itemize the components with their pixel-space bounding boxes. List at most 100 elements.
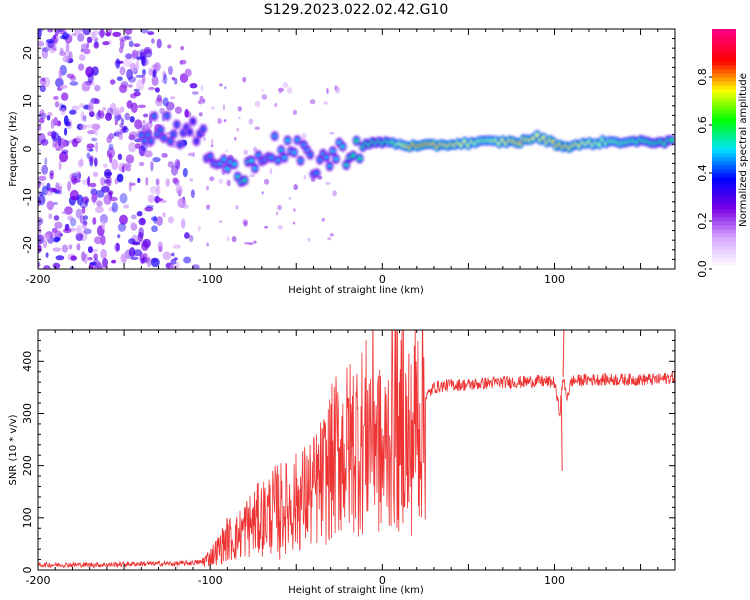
colorbar-band: [712, 253, 736, 258]
heatmap-noise-cell: [211, 106, 215, 110]
heatmap-noise-cell: [147, 194, 155, 203]
heatmap-noise-cell: [72, 141, 79, 148]
colorbar-band: [712, 141, 736, 146]
heatmap-noise-cell: [140, 56, 148, 67]
heatmap-noise-cell: [253, 240, 257, 244]
heatmap-noise-cell: [151, 38, 155, 44]
heatmap-noise-cell: [61, 149, 69, 154]
heatmap-noise-cell: [116, 76, 123, 81]
heatmap-noise-cell: [121, 253, 128, 264]
heatmap-noise-cell: [59, 143, 68, 147]
heatmap-noise-cell: [106, 150, 111, 158]
heatmap-ridge-core: [272, 134, 277, 138]
heatmap-noise-cell: [184, 108, 189, 118]
heatmap-noise-cell: [237, 106, 242, 112]
colorbar-band: [712, 229, 736, 234]
heatmap-ridge-core: [252, 166, 257, 170]
snr-y-label: SNR (10 * v/v): [8, 414, 19, 485]
colorbar-gradient: [712, 29, 736, 270]
colorbar-tick-label: 0.8: [696, 68, 709, 86]
heatmap-noise-cell: [79, 54, 86, 61]
heatmap-noise-cell: [277, 204, 282, 211]
heatmap-noise-cell: [173, 178, 180, 186]
heatmap-noise-cell: [58, 69, 63, 80]
heatmap-noise-cell: [75, 233, 84, 241]
heatmap-noise-cell: [120, 118, 125, 126]
colorbar-band: [712, 37, 736, 42]
colorbar-band: [712, 217, 736, 222]
heatmap-noise-cell: [87, 246, 93, 254]
heatmap-noise-cell: [77, 63, 85, 71]
heatmap-noise-cell: [54, 101, 60, 108]
colorbar-tick-label: 0.6: [696, 116, 709, 134]
heatmap-noise-cell: [89, 264, 94, 269]
heatmap-noise-cell: [92, 217, 97, 225]
heatmap-noise-cell: [70, 255, 77, 261]
heatmap-noise-cell: [55, 255, 65, 261]
heatmap-ridge-core: [242, 178, 247, 182]
heatmap-noise-cell: [49, 173, 54, 180]
heatmap-noise-cell: [117, 223, 127, 232]
heatmap-noise-cell: [102, 41, 110, 46]
heatmap-noise-cell: [323, 101, 329, 105]
heatmap-noise-cell: [226, 179, 231, 187]
snr-spike: [407, 465, 410, 503]
heatmap-noise-cell: [177, 198, 186, 208]
heatmap-noise-cell: [155, 185, 161, 196]
snr-ticks: -200 -100 0 100 0 100 200 300 400: [21, 329, 676, 587]
heatmap-noise-cell: [123, 204, 130, 209]
heatmap-noise-cell: [121, 127, 129, 133]
heatmap-noise-cell: [90, 36, 99, 41]
heatmap-noise-cell: [139, 48, 146, 58]
colorbar-band: [712, 105, 736, 110]
heatmap-ridge-core: [256, 153, 261, 157]
heatmap-noise-cell: [161, 78, 165, 84]
heatmap-noise-cell: [80, 157, 84, 167]
heatmap-ridge-core: [139, 133, 144, 137]
colorbar-band: [712, 221, 736, 226]
heatmap-noise-cell: [103, 194, 112, 205]
heatmap-noise-cell: [144, 49, 153, 58]
colorbar-band: [712, 185, 736, 190]
heatmap-noise-cell: [156, 216, 163, 226]
heatmap-noise-cell: [91, 31, 96, 37]
heatmap-noise-cell: [87, 72, 94, 83]
heatmap-noise-cell: [115, 114, 123, 120]
heatmap-noise-cell: [170, 258, 177, 265]
heatmap-noise-cell: [86, 124, 95, 128]
heatmap-noise-cell: [119, 214, 128, 225]
heatmap-noise-cell: [263, 178, 270, 185]
snr-spike: [399, 369, 401, 466]
heatmap-noise-cell: [121, 165, 125, 173]
heatmap-noise-cell: [55, 147, 63, 152]
heatmap-noise-cell: [321, 217, 325, 222]
x-tick-label: 100: [544, 574, 565, 587]
heatmap-noise-cell: [56, 183, 63, 190]
heatmap-noise-cell: [309, 99, 316, 105]
heatmap-noise-cell: [95, 141, 99, 153]
heatmap-noise-cell: [94, 157, 98, 167]
heatmap-noise-cell: [115, 242, 120, 252]
heatmap-noise-cell: [46, 200, 54, 211]
heatmap-noise-cell: [81, 206, 86, 214]
heatmap-ridge-core: [201, 127, 206, 131]
heatmap-noise-cell: [151, 64, 159, 69]
heatmap-noise-cell: [104, 179, 111, 184]
heatmap-noise-cell: [75, 135, 83, 142]
heatmap-noise-cell: [128, 40, 134, 48]
heatmap-noise-cell: [46, 39, 55, 44]
heatmap-noise-cell: [129, 116, 135, 123]
heatmap-ridge-core: [314, 171, 319, 175]
heatmap-noise-cell: [38, 29, 44, 32]
heatmap-noise-cell: [89, 156, 94, 167]
heatmap-noise-cell: [38, 29, 42, 39]
heatmap-ridge-core: [152, 114, 157, 118]
heatmap-noise-cell: [52, 144, 57, 148]
heatmap-noise-cell: [59, 151, 69, 163]
heatmap-noise-cell: [69, 81, 79, 86]
heatmap-noise-cell: [175, 161, 180, 168]
heatmap-noise-cell: [62, 55, 71, 63]
heatmap-noise-cell: [46, 115, 51, 121]
heatmap-noise-cell: [154, 87, 160, 93]
heatmap-noise-cell: [128, 84, 133, 88]
